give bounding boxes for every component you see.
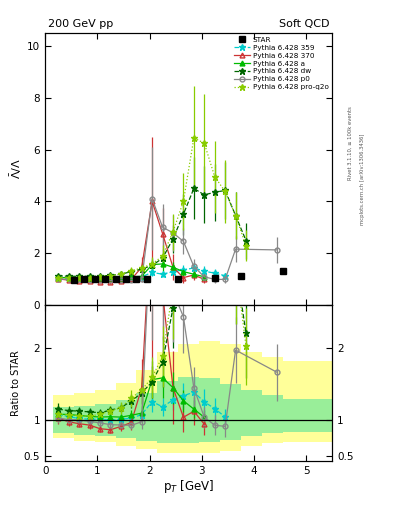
X-axis label: p$_T$ [GeV]: p$_T$ [GeV] <box>163 478 214 496</box>
Legend: STAR, Pythia 6.428 359, Pythia 6.428 370, Pythia 6.428 a, Pythia 6.428 dw, Pythi: STAR, Pythia 6.428 359, Pythia 6.428 370… <box>231 35 331 92</box>
Text: mcplots.cern.ch [arXiv:1306.3436]: mcplots.cern.ch [arXiv:1306.3436] <box>360 134 365 225</box>
Text: 200 GeV pp: 200 GeV pp <box>48 19 113 29</box>
Text: Rivet 3.1.10, ≥ 100k events: Rivet 3.1.10, ≥ 100k events <box>348 106 353 180</box>
Y-axis label: Ratio to STAR: Ratio to STAR <box>11 350 21 416</box>
Y-axis label: $\bar{\Lambda}/\Lambda$: $\bar{\Lambda}/\Lambda$ <box>9 159 24 179</box>
Text: Soft QCD: Soft QCD <box>279 19 329 29</box>
